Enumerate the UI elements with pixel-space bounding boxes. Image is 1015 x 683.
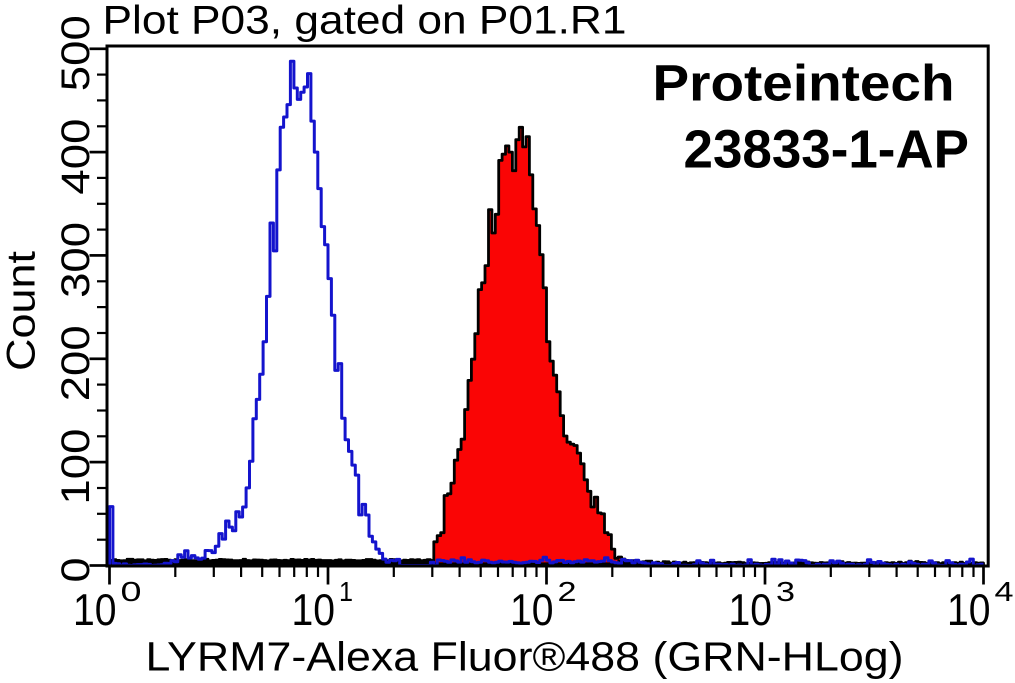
svg-text:LYRM7-Alexa Fluor®488 (GRN-HLo: LYRM7-Alexa Fluor®488 (GRN-HLog) xyxy=(146,634,904,680)
svg-text:4: 4 xyxy=(995,576,1014,607)
svg-text:400: 400 xyxy=(54,119,98,195)
svg-text:200: 200 xyxy=(54,325,98,401)
svg-text:2: 2 xyxy=(558,576,577,607)
svg-text:10: 10 xyxy=(947,586,991,635)
svg-text:23833-1-AP: 23833-1-AP xyxy=(684,120,970,180)
svg-text:0: 0 xyxy=(54,558,98,583)
svg-text:10: 10 xyxy=(510,586,554,635)
svg-text:300: 300 xyxy=(54,222,98,298)
svg-text:Proteintech: Proteintech xyxy=(653,55,955,112)
svg-text:500: 500 xyxy=(54,15,98,91)
svg-text:0: 0 xyxy=(121,576,142,607)
svg-text:Count: Count xyxy=(0,251,44,371)
svg-text:3: 3 xyxy=(776,576,795,607)
svg-text:1: 1 xyxy=(339,576,353,607)
svg-text:10: 10 xyxy=(729,586,773,635)
svg-text:Plot P03, gated on P01.R1: Plot P03, gated on P01.R1 xyxy=(103,0,627,43)
svg-text:10: 10 xyxy=(73,586,117,635)
svg-text:10: 10 xyxy=(292,586,336,635)
svg-text:100: 100 xyxy=(54,429,98,505)
